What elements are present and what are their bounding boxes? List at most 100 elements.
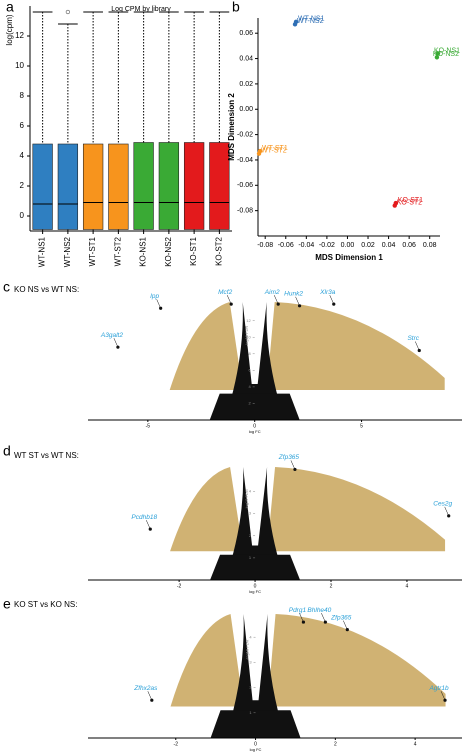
box [82,143,104,230]
significant-cloud [170,467,244,552]
point-label: KO-NS1 [434,47,460,54]
gene-point [301,620,306,624]
point-label: WT-NS1 [298,16,325,23]
gene-leader [273,295,279,305]
y-tick-label: 2 [248,401,251,406]
x-tick-label: 0.08 [423,242,437,249]
x-tick-label: -0.08 [257,242,273,249]
y-tick-label: -0.06 [237,182,253,189]
y-tick-label: 4 [248,384,251,389]
nonsignificant-cloud [225,614,286,738]
significant-cloud [266,302,445,390]
gene-label: Bhlhe40 [307,607,331,614]
x-tick-label: 0 [254,741,257,747]
y-tick-label: 2 [249,685,252,690]
box [183,142,205,230]
x-tick-label: WT-ST1 [88,236,97,266]
x-axis-label: log FC [249,429,261,434]
gene-leader [299,612,304,623]
x-tick-label: -0.06 [278,242,294,249]
box [133,142,154,230]
x-tick-label: 2 [330,583,333,589]
gene-leader [146,520,151,530]
significant-cloud [267,614,446,707]
y-tick-label: 0.04 [239,55,253,62]
x-tick-label: 4 [414,741,417,747]
x-axis-label: log FC [249,589,261,594]
box [158,142,180,230]
x-tick-label: KO-ST1 [189,236,198,265]
point [256,151,262,156]
gene-label: Zfhx2as [133,685,158,692]
y-tick-label: 0.02 [239,81,253,88]
x-tick-label: KO-ST2 [214,236,223,265]
gene-point [323,620,327,624]
y-tick-label: 8 [20,91,25,100]
x-tick-label: -2 [177,583,182,589]
gene-leader [156,299,161,309]
chart-title: Log CPM by library [111,6,171,13]
panel-letter: d [3,443,11,459]
x-tick-label: 0.06 [402,242,416,249]
x-tick-label: WT-NS1 [38,236,47,267]
x-tick-label: 5 [360,423,363,429]
x-tick-label: WT-ST2 [113,236,122,266]
y-tick-label: 4 [20,151,25,160]
y-axis-label: log(cpm) [5,14,14,45]
gene-label: Strc [407,335,419,342]
gene-leader [147,691,153,701]
panel-letter: c [3,279,10,295]
gene-leader [290,460,296,470]
y-tick-label: 3 [249,511,252,516]
gene-leader [113,338,119,348]
x-tick-label: -0.04 [298,242,314,249]
x-tick-label: 4 [406,583,409,589]
gene-label: Ipp [150,293,159,300]
y-tick-label: 6 [248,367,251,372]
y-tick-label: 0.00 [239,106,253,113]
gene-label: Ces2g [433,501,452,508]
y-tick-label: 1 [249,710,252,715]
y-axis-label: -log10 FDR [244,326,249,347]
point-label: KO-ST1 [398,197,423,204]
gene-label: A3galt2 [100,332,123,339]
gene-leader [295,296,300,306]
panel-subtitle: KO NS vs WT NS: [14,285,79,294]
outlier [65,9,70,15]
x-tick-label: 0 [254,583,257,589]
point [392,203,397,208]
gene-leader [440,691,446,701]
panel-letter: a [6,0,14,15]
x-tick-label: 0.00 [341,242,355,249]
y-tick-label: 0.06 [239,30,253,37]
x-tick-label: -0.02 [319,242,335,249]
box [108,143,129,230]
gene-point [443,698,447,702]
gene-point [150,698,154,702]
gene-leader [321,612,326,623]
x-tick-label: KO-NS1 [139,236,148,266]
panel-letter: b [232,0,240,15]
x-tick-label: KO-NS2 [164,236,173,266]
significant-cloud [169,302,243,390]
gene-leader [444,506,449,516]
point-label: KO-ST2 [397,199,422,206]
point-label: WT-NS2 [297,18,324,25]
y-tick-label: 12 [15,31,24,40]
x-tick-label: 0 [253,423,256,429]
y-tick-label: 3 [249,659,252,664]
y-axis-label: -log10 FDR [244,489,249,510]
gene-label: Pdrg1 [289,607,307,614]
point-label: WT-ST1 [262,145,288,152]
x-axis-label: log FC [250,747,262,752]
y-tick-label: 6 [20,121,25,130]
point [434,55,440,60]
point [435,51,441,56]
y-tick-label: 0 [20,211,25,220]
gene-label: Pcdhb18 [131,514,157,521]
y-tick-label: 12 [246,318,251,323]
y-tick-label: 2 [20,181,25,190]
y-tick-label: 10 [246,334,251,339]
y-tick-label: -0.04 [237,157,253,164]
